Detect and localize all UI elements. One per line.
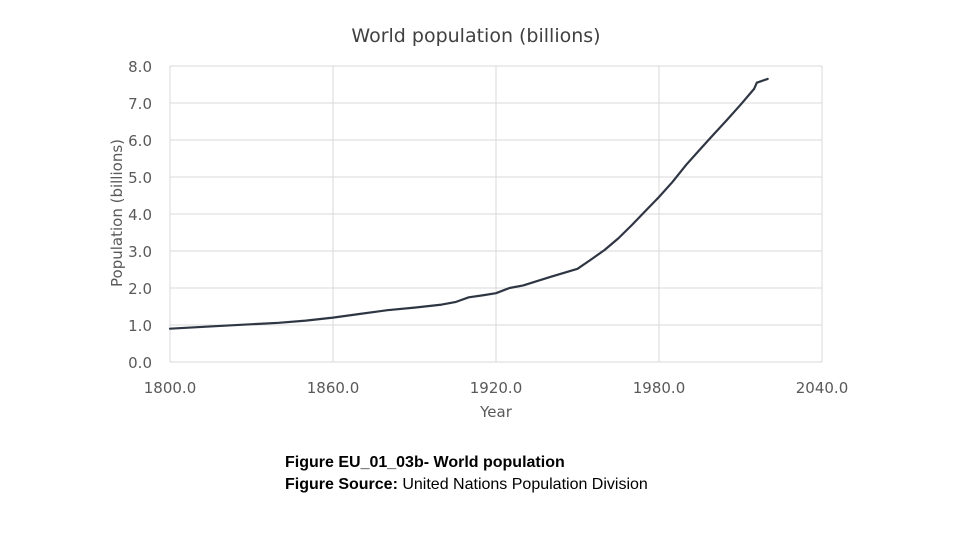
y-tick-label: 4.0	[128, 206, 152, 224]
x-tick-label: 1800.0	[144, 379, 197, 397]
y-axis-label: Population (billions)	[108, 139, 126, 287]
chart-tick-labels: 0.0 1.0 2.0 3.0 4.0 5.0 6.0 7.0 8.0 1800.0 1860.0 1…	[128, 58, 848, 397]
x-tick-label: 1920.0	[470, 379, 523, 397]
y-tick-label: 3.0	[128, 243, 152, 261]
chart-grid	[169, 65, 823, 363]
x-axis-label: Year	[479, 403, 513, 421]
caption-source-label: Figure Source:	[285, 476, 398, 493]
x-tick-label: 1860.0	[307, 379, 360, 397]
y-tick-label: 1.0	[128, 317, 152, 335]
y-tick-label: 7.0	[128, 95, 152, 113]
caption-figure-id: Figure EU_01_03b- World population	[285, 454, 565, 471]
y-tick-label: 5.0	[128, 169, 152, 187]
caption-line-1: Figure EU_01_03b- World population	[285, 452, 648, 474]
y-tick-label: 0.0	[128, 354, 152, 372]
y-tick-label: 2.0	[128, 280, 152, 298]
population-chart: 0.0 1.0 2.0 3.0 4.0 5.0 6.0 7.0 8.0 1800.0 1860.0 1…	[108, 25, 848, 421]
figure-caption: Figure EU_01_03b- World population Figur…	[285, 452, 648, 496]
y-tick-label: 8.0	[128, 58, 152, 76]
x-tick-label: 2040.0	[796, 379, 849, 397]
population-series-line	[168, 77, 769, 330]
x-tick-label: 1980.0	[633, 379, 686, 397]
caption-source-text: United Nations Population Division	[397, 476, 648, 493]
caption-line-2: Figure Source: United Nations Population…	[285, 474, 648, 496]
y-tick-label: 6.0	[128, 132, 152, 150]
chart-title: World population (billions)	[351, 25, 600, 47]
